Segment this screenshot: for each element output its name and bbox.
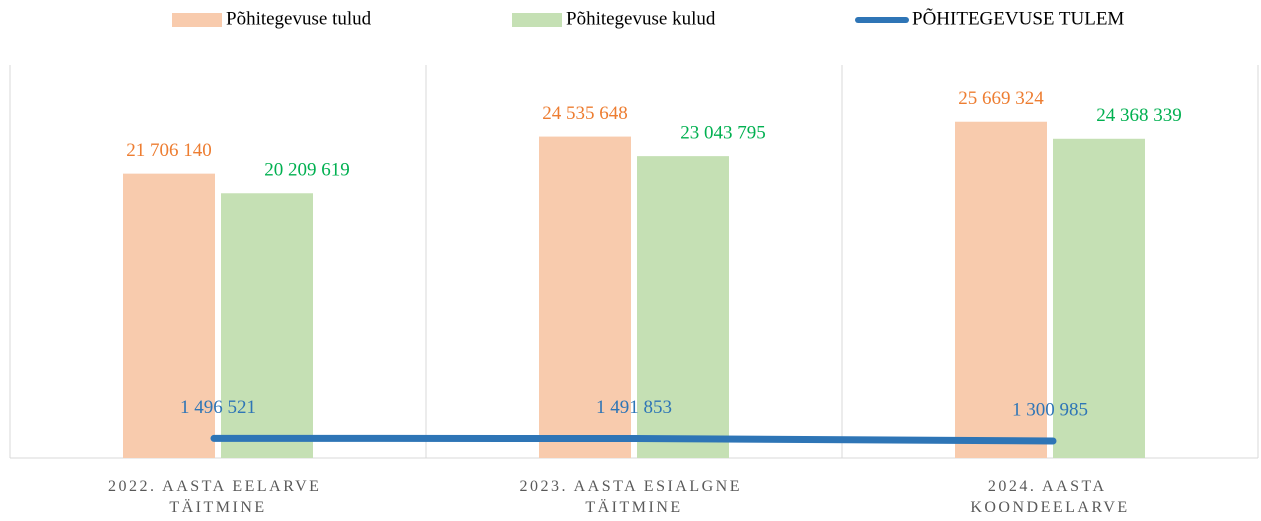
x-tick-label: 2024. AASTA KOONDEELARVE [970,478,1129,516]
bar [539,136,631,458]
bar [221,193,313,458]
legend-swatch [512,13,562,27]
bar [955,121,1047,458]
bar [1053,138,1145,458]
data-label: 21 706 140 [126,140,212,161]
data-label: 1 300 985 [1012,399,1088,420]
line [210,434,1057,445]
data-label: 20 209 619 [264,160,350,181]
legend-swatch [172,13,222,27]
data-label: 1 491 853 [596,397,672,418]
data-label: 24 368 339 [1096,105,1182,126]
data-label: 25 669 324 [958,88,1044,109]
data-label: 24 535 648 [542,103,628,124]
bar [123,173,215,458]
legend-label: Põhitegevuse kulud [566,8,716,29]
data-label: 1 496 521 [180,397,256,418]
bar [637,156,729,458]
legend-label: PÕHITEGEVUSE TULEM [912,7,1124,29]
x-tick-label: 2023. AASTA ESIALGNE TÄITMINE [520,478,749,516]
legend-label: Põhitegevuse tulud [226,8,372,29]
data-label: 23 043 795 [680,122,766,143]
x-tick-label: 2022. AASTA EELARVE TÄITMINE [108,478,328,516]
